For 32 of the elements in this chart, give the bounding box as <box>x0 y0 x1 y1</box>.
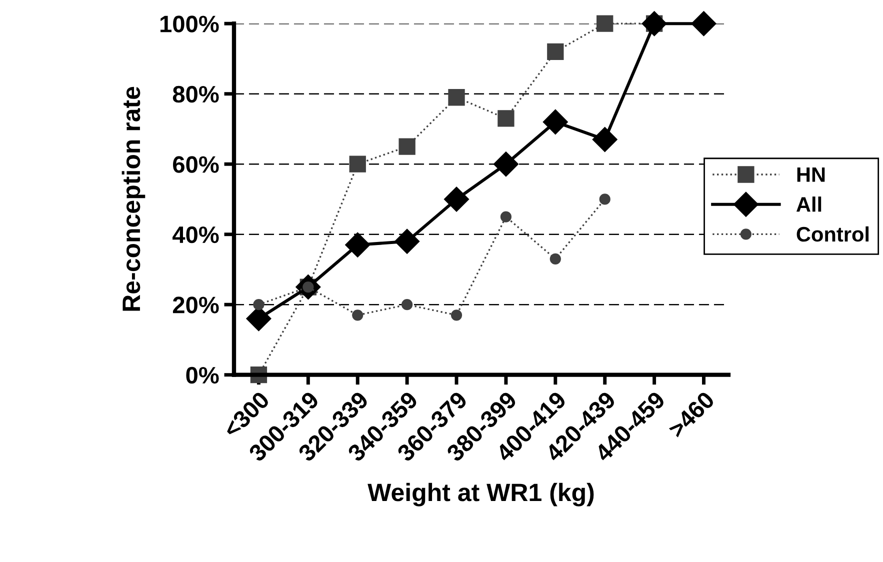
point <box>352 310 364 321</box>
point <box>592 127 618 152</box>
point <box>542 109 568 134</box>
y-tick-label: 60% <box>173 156 219 173</box>
point <box>345 232 370 258</box>
point <box>498 110 514 127</box>
point <box>547 43 564 60</box>
point <box>599 194 610 205</box>
point <box>444 186 469 212</box>
point <box>596 15 614 32</box>
legend-label: Control <box>796 226 869 242</box>
y-tick-label: 0% <box>186 366 219 384</box>
point <box>398 138 416 155</box>
x-axis-title: Weight at WR1 (kg) <box>368 482 594 506</box>
y-tick-label: 80% <box>172 86 219 103</box>
point <box>493 152 518 177</box>
point <box>550 253 561 264</box>
point <box>402 299 413 310</box>
legend-label: All <box>796 196 822 212</box>
point <box>349 156 366 172</box>
point <box>253 299 264 310</box>
y-axis-title: Re-conception rate <box>122 86 146 311</box>
point <box>448 89 465 106</box>
point <box>500 211 512 222</box>
point <box>394 228 420 254</box>
y-tick-label: 20% <box>172 296 219 314</box>
y-tick-label: 40% <box>172 226 219 244</box>
y-tick-label: 100% <box>160 16 219 32</box>
point <box>450 310 462 321</box>
legend-label: HN <box>797 167 825 182</box>
point <box>691 11 716 36</box>
point <box>642 11 667 36</box>
